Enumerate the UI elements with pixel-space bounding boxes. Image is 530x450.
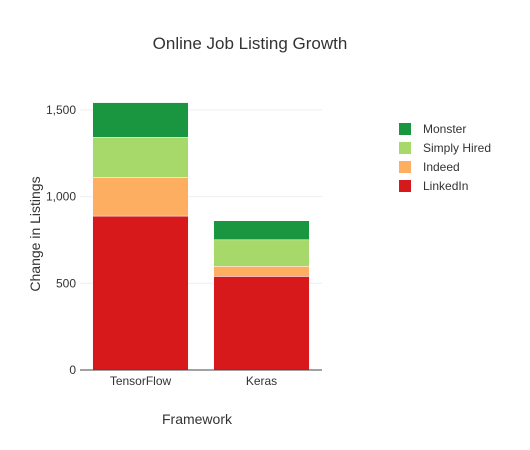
legend-label[interactable]: LinkedIn [423, 179, 468, 193]
x-tick-labels: TensorFlow Keras [110, 374, 277, 388]
x-axis-title: Framework [162, 411, 233, 427]
bar-tensorflow-linkedin [92, 215, 189, 371]
y-tick-label: 500 [56, 276, 76, 290]
legend-label[interactable]: Monster [423, 122, 466, 136]
bar-keras-simply-hired [213, 239, 310, 267]
legend-swatch-indeed[interactable] [399, 161, 411, 173]
y-tick-labels: 0 500 1,000 1,500 [46, 103, 76, 377]
bar-tensorflow-simply-hired [92, 137, 189, 178]
bar-tensorflow-monster [92, 102, 189, 138]
y-tick-label: 1,500 [46, 103, 76, 117]
legend: Monster Simply Hired Indeed LinkedIn [399, 122, 491, 193]
legend-label[interactable]: Indeed [423, 160, 460, 174]
bars [92, 102, 310, 371]
y-tick-label: 0 [69, 363, 76, 377]
chart-title: Online Job Listing Growth [153, 34, 348, 53]
x-tick-label: TensorFlow [110, 374, 172, 388]
x-tick-label: Keras [246, 374, 277, 388]
y-axis-title: Change in Listings [27, 176, 43, 291]
bar-tensorflow-indeed [92, 177, 189, 217]
y-tick-label: 1,000 [46, 190, 76, 204]
legend-swatch-monster[interactable] [399, 123, 411, 135]
bar-keras-linkedin [213, 276, 310, 371]
bar-keras-monster [213, 220, 310, 241]
bar-keras-indeed [213, 266, 310, 277]
legend-label[interactable]: Simply Hired [423, 141, 491, 155]
legend-swatch-linkedin[interactable] [399, 180, 411, 192]
legend-swatch-simply-hired[interactable] [399, 142, 411, 154]
